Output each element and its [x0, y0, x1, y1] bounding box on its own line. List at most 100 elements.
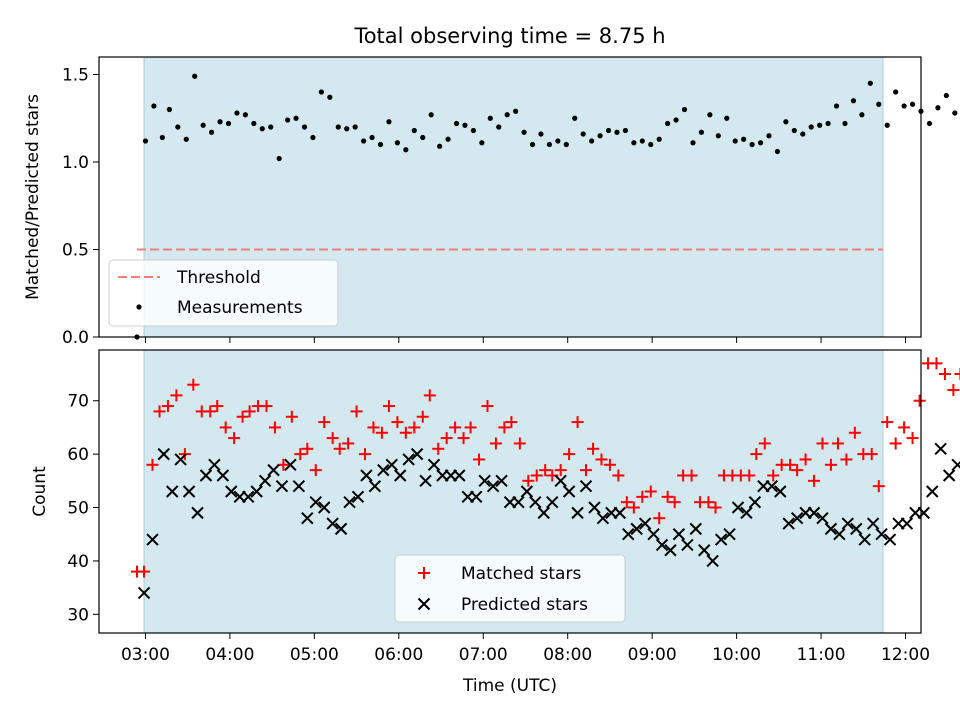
measurement-point [901, 103, 907, 109]
matched-star-point [505, 416, 518, 429]
predicted-star-point-b [866, 517, 880, 530]
predicted-star-point-b [782, 517, 795, 530]
measurement-point [217, 119, 223, 125]
matched-star-point [382, 400, 395, 413]
predicted-star-point [942, 469, 956, 482]
matched-star-point [840, 453, 853, 466]
legend-box [108, 259, 339, 327]
predicted-star-point [486, 479, 500, 493]
measurement-point [817, 122, 823, 128]
predicted-star-point-b [790, 511, 804, 525]
predicted-star-point-b [427, 458, 441, 472]
predicted-star-point-b [292, 479, 306, 493]
x-tick-label: 05:00 [290, 645, 339, 665]
measurement-point [521, 129, 527, 135]
measurement-point [151, 103, 157, 109]
matched-star-point [236, 410, 249, 423]
predicted-star-point-b [394, 469, 407, 482]
predicted-star-point-b [765, 479, 779, 493]
predicted-star-point [858, 533, 871, 546]
measurement-point [200, 122, 206, 128]
predicted-star-point [883, 533, 897, 546]
matched-star-point [138, 565, 151, 578]
predicted-star-point [638, 517, 652, 530]
matched-star-point [612, 469, 625, 482]
matched-star-point [457, 432, 470, 445]
predicted-star-point-b [875, 528, 888, 541]
matched-star-point [758, 437, 771, 450]
predicted-star-point-b [368, 479, 382, 493]
x-tick-label: 04:00 [205, 645, 254, 665]
predicted-star-point-b [917, 506, 931, 520]
matched-star-point [326, 432, 339, 445]
predicted-star-point [571, 506, 584, 520]
predicted-star-point [343, 495, 356, 509]
measurement-point [766, 133, 772, 139]
x-tick-label: 10:00 [712, 645, 761, 665]
matched-star-point [653, 512, 666, 525]
x-tick-label: 06:00 [374, 645, 423, 665]
x-tick-label: 03:00 [121, 645, 170, 665]
measurement-point [377, 141, 384, 148]
measurement-point [301, 124, 308, 130]
legend-box [394, 554, 626, 623]
y-tick-label: 30 [67, 605, 89, 625]
predicted-star-point [664, 544, 677, 557]
predicted-star-point-b [714, 533, 728, 546]
matched-star-point [563, 448, 576, 461]
matched-star-point [709, 501, 722, 514]
measurement-point [800, 131, 806, 137]
predicted-star-point [157, 447, 170, 461]
predicted-star-point-b [579, 479, 593, 493]
predicted-star-point [714, 533, 728, 546]
matched-star-point [539, 464, 552, 477]
y-tick-label: 40 [67, 552, 89, 572]
predicted-star-point-b [613, 506, 626, 520]
x-tick-label: 12:00 [881, 645, 930, 665]
top-legend: Threshold Measurements [108, 259, 339, 327]
predicted-star-point-b [588, 501, 601, 514]
measurement-point [209, 129, 215, 135]
predicted-star-point [402, 453, 415, 466]
measurement-point [361, 138, 367, 144]
predicted-star-point-b [655, 538, 669, 552]
measurement-point [605, 127, 612, 134]
measurement-point [774, 148, 781, 155]
y-tick-label: 0.0 [62, 328, 89, 348]
predicted-star-point [385, 458, 398, 472]
measurement-point [293, 115, 299, 121]
predicted-star-point [824, 522, 838, 536]
predicted-star-point-b [146, 533, 159, 546]
predicted-star-point-b [317, 501, 331, 514]
measurement-point [369, 134, 375, 141]
y-tick-label: 70 [67, 392, 89, 412]
predicted-star-point-b [520, 485, 534, 498]
predicted-star-point-b [723, 528, 736, 541]
measurement-point [656, 136, 662, 142]
measurement-point [893, 89, 899, 95]
matched-star-point [848, 426, 861, 439]
legend-predicted-swatch-b [417, 597, 431, 611]
predicted-star-point [351, 490, 365, 504]
predicted-star-point-b [546, 495, 559, 509]
predicted-star-point-b [554, 474, 567, 488]
predicted-star-point [284, 458, 297, 472]
matched-star-point [580, 464, 593, 477]
predicted-star-point [689, 522, 703, 536]
y-axis-label: Matched/Predicted stars [23, 94, 43, 300]
measurement-point [529, 141, 536, 148]
matched-star-point [603, 458, 616, 471]
predicted-star-point-b [824, 522, 838, 536]
measurement-point [504, 112, 510, 118]
matched-star-point [661, 490, 674, 503]
matched-star-point [554, 464, 567, 477]
predicted-star-point-b [495, 474, 508, 488]
measurement-point [225, 120, 232, 127]
predicted-star-point [926, 485, 939, 498]
matched-star-point [702, 496, 715, 509]
measurement-point [698, 129, 705, 135]
predicted-star-point-b [833, 528, 846, 541]
predicted-star-point [630, 522, 643, 536]
matched-star-point [277, 458, 290, 471]
predicted-star-point-b [241, 490, 255, 504]
